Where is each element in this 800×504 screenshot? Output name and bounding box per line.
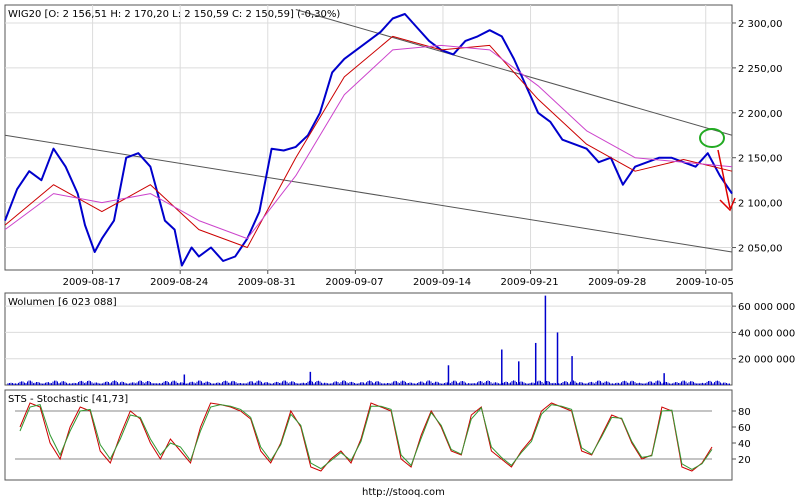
volume-y-tick-label: 20 000 000 [738,355,795,366]
volume-panel-frame [4,292,733,386]
stochastic-title: STS - Stochastic [41,73] [8,394,128,405]
price-series-line [4,13,733,267]
stochastic-y-tick-label: 80 [738,407,751,418]
price-y-tick-label: 2 100,00 [738,199,783,210]
price-y-tick-label: 2 300,00 [738,19,783,30]
annotation-circle [699,128,725,148]
price-panel: 2 050,00 2 100,00 2 150,00 2 200,00 2 250,00… [4,4,783,288]
price-y-axis: 2 050,00 2 100,00 2 150,00 2 200,00 2 250,00… [732,19,783,255]
stochastic-d-line [19,404,713,470]
price-x-tick-label: 2009-08-31 [238,277,296,288]
source-url: http://stooq.com [362,487,445,498]
stochastic-y-tick-label: 20 [738,455,751,466]
price-title: WIG20 [O: 2 156,51 H: 2 170,20 L: 2 150,… [8,9,340,20]
price-y-tick-label: 2 200,00 [738,109,783,120]
price-x-tick-label: 2009-09-14 [413,277,471,288]
price-y-tick-label: 2 250,00 [738,64,783,75]
price-series-group [4,13,733,267]
price-y-tick-label: 2 150,00 [738,154,783,165]
price-x-tick-label: 2009-08-17 [63,277,121,288]
volume-y-tick-label: 60 000 000 [738,302,795,313]
price-x-tick-label: 2009-09-07 [325,277,383,288]
stochastic-series-group [19,402,713,472]
stochastic-y-tick-label: 40 [738,439,751,450]
stochastic-y-axis: 20 40 60 80 [732,407,751,466]
stochastic-panel: 20 40 60 80 STS - Stochastic [41,73] [4,389,751,481]
volume-gridlines [5,305,732,360]
annotation-arrow-head [719,197,736,212]
volume-y-tick-label: 40 000 000 [738,328,795,339]
volume-title: Wolumen [6 023 088] [8,297,117,308]
volume-bars [7,295,730,385]
volume-y-axis: 20 000 000 40 000 000 60 000 000 [732,302,795,366]
stochastic-panel-frame [4,389,733,481]
price-x-tick-label: 2009-08-24 [150,277,208,288]
price-x-tick-label: 2009-09-21 [501,277,559,288]
stochastic-reference-lines [15,410,712,460]
price-y-tick-label: 2 050,00 [738,244,783,255]
price-x-axis: 2009-08-17 2009-08-24 2009-08-31 2009-09-07… [63,270,734,288]
annotation-arrow-line [717,149,731,209]
price-x-tick-label: 2009-09-28 [588,277,646,288]
stochastic-y-tick-label: 60 [738,423,751,434]
volume-panel: 20 000 000 40 000 000 60 000 000 Wolumen [… [4,292,795,386]
trendline [4,134,733,253]
price-x-tick-label: 2009-10-05 [676,277,734,288]
price-panel-frame [4,4,733,271]
moving-average-line [4,44,733,240]
